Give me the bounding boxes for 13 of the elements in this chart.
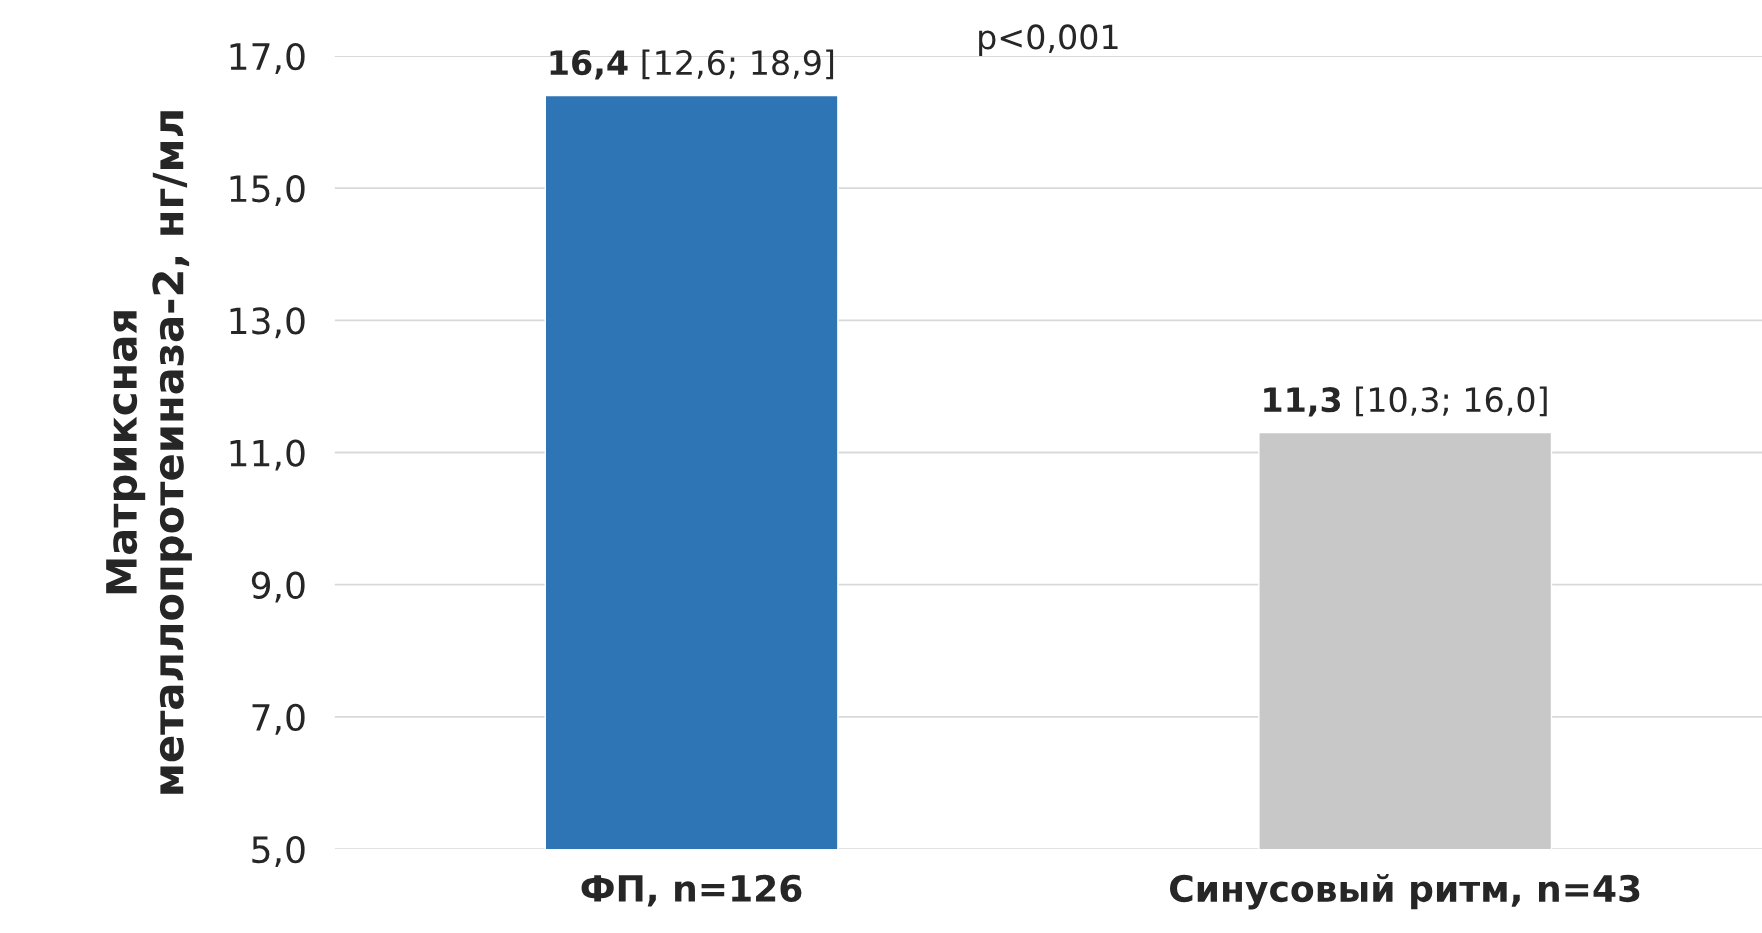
y-tick-label: 7,0 (252, 703, 305, 735)
x-tick-label: ФП, n=126 (581, 874, 802, 907)
x-tick-label: Синусовый ритм, n=43 (1170, 874, 1640, 910)
y-tick-label: 11,0 (230, 439, 305, 471)
y-tick-label: 17,0 (230, 42, 305, 74)
data-label: 11,3 [10,3; 16,0] (1264, 386, 1547, 417)
y-tick-label: 9,0 (251, 571, 305, 603)
y-tick-label: 5,0 (252, 835, 305, 867)
annotation: p<0,001 (979, 24, 1118, 56)
y-tick-label: 13,0 (230, 307, 305, 339)
y-axis-title: Матриксная металлопротеиназа-2, нг/мл (106, 111, 192, 794)
data-label: 16,4 [12,6; 18,9] (550, 49, 834, 80)
y-tick-label: 15,0 (230, 175, 305, 207)
